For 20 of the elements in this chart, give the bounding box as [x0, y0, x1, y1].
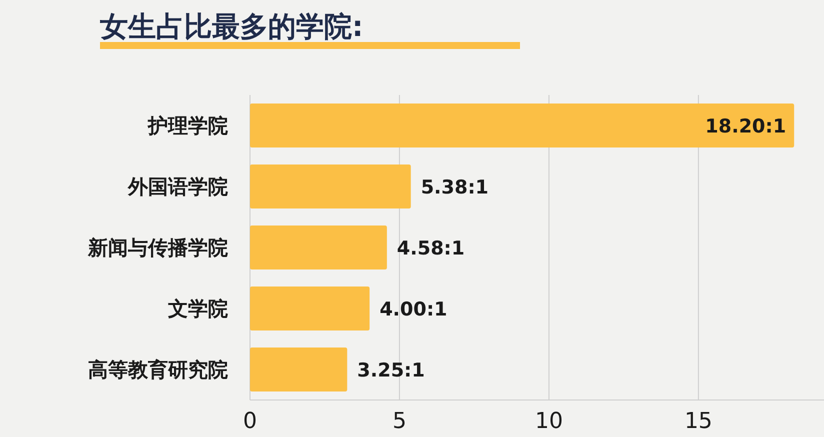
chart-title: 女生占比最多的学院:: [99, 10, 364, 43]
y-tick-label: 文学院: [167, 296, 228, 320]
bar: [250, 286, 370, 330]
data-label: 4.58:1: [396, 238, 465, 260]
bar: [250, 104, 794, 148]
bar: [250, 226, 387, 270]
y-tick-label: 外国语学院: [127, 174, 228, 198]
x-tick-label: 15: [684, 409, 712, 434]
data-label: 3.25:1: [357, 360, 425, 382]
y-tick-label: 新闻与传播学院: [87, 236, 228, 260]
bar: [250, 348, 348, 392]
y-tick-label: 护理学院: [147, 114, 228, 138]
x-tick-label: 0: [243, 409, 257, 434]
x-tick-label: 5: [392, 409, 406, 434]
bar: [250, 164, 411, 208]
data-label: 5.38:1: [420, 176, 489, 198]
data-label: 18.20:1: [705, 116, 786, 138]
x-tick-label: 10: [534, 409, 563, 434]
data-label: 4.00:1: [380, 298, 448, 320]
y-tick-label: 高等教育研究院: [88, 358, 228, 382]
